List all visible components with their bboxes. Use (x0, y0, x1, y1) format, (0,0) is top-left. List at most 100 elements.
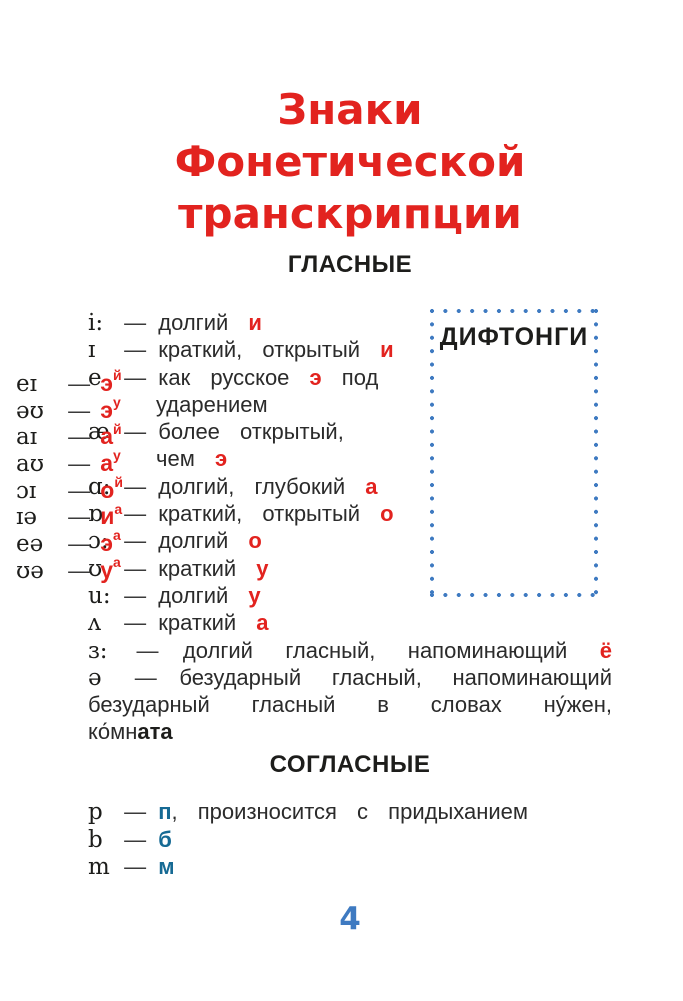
description: краткий, открытый о (158, 501, 394, 527)
description: долгий о (158, 528, 262, 554)
description: более открытый, (158, 419, 344, 445)
accent-letter: б (158, 826, 172, 852)
page-number: 4 (339, 901, 361, 937)
diphthongs-box: ДИФТОНГИ (428, 306, 600, 600)
accent-letter: и (248, 310, 262, 335)
dash: — (124, 419, 147, 445)
accent-letter: о (248, 528, 262, 554)
phonetic-symbol: æ (88, 419, 110, 446)
dash: — (68, 557, 91, 583)
phonetic-symbol: i: (88, 310, 104, 336)
russian-equivalent: ай (100, 420, 122, 450)
page-title-line-1: Знаки (277, 85, 423, 134)
dash: — (68, 531, 91, 557)
accent-letter: э (214, 446, 228, 472)
description: долгий и (158, 310, 262, 335)
dash: — (124, 337, 147, 363)
accent-letter: э (309, 364, 322, 390)
phonetic-symbol: ɜ: (88, 637, 108, 664)
diphthong-row: əʊ — эу (16, 394, 123, 424)
vowel-row: ʊ — краткий у (88, 555, 612, 582)
consonant-row: p — п, произносится с придыханием (88, 798, 612, 826)
russian-equivalent: ой (100, 474, 123, 503)
dash: — (134, 664, 157, 690)
vowel-row: ɒ — краткий, открытый о (88, 500, 612, 527)
description: п, произносится с придыханием (158, 799, 529, 824)
phonetic-symbol: ʊə (16, 557, 44, 584)
dash: — (68, 424, 91, 450)
phonetic-symbol: aʊ (16, 451, 44, 478)
diphthong-row: ɔɪ — ой (16, 474, 123, 504)
diphthong-row: eə — эа (16, 528, 123, 558)
consonant-row: m — м (88, 853, 612, 881)
description: долгий у (158, 582, 261, 608)
dash: — (124, 610, 147, 636)
consonant-row: b — б (88, 826, 612, 854)
phonetic-symbol: e (88, 364, 102, 391)
accent-letter: о (380, 501, 394, 527)
bold-ending: ата (137, 719, 173, 745)
phonetic-symbol: p (88, 799, 103, 825)
accent-letter: п (158, 799, 172, 824)
dash: — (124, 826, 147, 852)
diphthong-row: aɪ — ай (16, 420, 123, 451)
russian-equivalent: уа (100, 554, 121, 583)
accent-letter: м (158, 854, 175, 879)
description: чем э (156, 446, 228, 472)
dash: — (124, 854, 147, 879)
dash: — (124, 799, 147, 824)
dash: — (136, 637, 159, 663)
phonetic-symbol: eə (16, 531, 44, 558)
accent-letter: а (256, 610, 269, 636)
russian-equivalent: ау (100, 447, 121, 477)
phonetic-symbol: ʌ (88, 610, 101, 637)
vowel-row-wrap: безударный гласный в словах ну́жен, (88, 691, 612, 718)
diphthong-row: ʊə — уа (16, 554, 123, 584)
phonetic-symbol: ɒ (88, 501, 103, 528)
accent-letter: а (365, 473, 378, 499)
diphthongs-heading: ДИФТОНГИ (439, 323, 589, 351)
russian-equivalent: эу (100, 394, 121, 423)
description: краткий, открытый и (158, 337, 394, 363)
phonetic-symbol: m (88, 854, 110, 880)
vowel-row-wrap: ко́мната (88, 718, 612, 745)
russian-equivalent: иа (100, 500, 123, 530)
vowel-list: i: — долгий и ɪ — краткий, открытый и e … (88, 309, 612, 746)
dotted-border-left (429, 308, 435, 598)
dash: — (124, 473, 147, 499)
description: безударный гласный в словах ну́жен, (88, 692, 612, 718)
vowel-row: e — как русское э под (88, 364, 612, 391)
russian-equivalent: эй (100, 367, 122, 396)
phonetic-symbol: eɪ (16, 371, 37, 397)
vowels-heading: ГЛАСНЫЕ (287, 251, 413, 278)
dash: — (68, 477, 91, 503)
diphthong-row: aʊ — ау (16, 447, 123, 478)
diphthong-row: ɪə — иа (16, 500, 123, 531)
accent-letter: и (380, 337, 394, 363)
description: ко́мната (88, 719, 173, 745)
dash: — (124, 582, 147, 608)
phonetic-symbol: ɪ (88, 337, 96, 364)
accent-letter: у (248, 582, 261, 608)
phonetic-symbol: aɪ (16, 424, 38, 451)
description: ударением (156, 391, 268, 417)
dash: — (68, 397, 91, 423)
page-title-line-3: транскрипции (178, 189, 522, 238)
phonetic-symbol: ɔ: (88, 528, 109, 555)
vowel-row: ʌ — краткий а (88, 609, 612, 636)
vowel-row: ə — безударный гласный, напоминающий (88, 664, 612, 691)
phonetic-symbol: b (88, 826, 103, 853)
vowel-row: ɔ: — долгий о (88, 527, 612, 554)
description: краткий у (158, 555, 269, 581)
diphthong-list: eɪ — эй əʊ — эу aɪ — ай aʊ — ау ɔɪ — ой … (16, 367, 123, 584)
vowel-row: ɜ: — долгий гласный, напоминающий ё (88, 637, 612, 664)
description: б (158, 827, 172, 852)
description: долгий гласный, напоминающий ё (182, 637, 612, 663)
phonetic-symbol: ɑ: (88, 473, 111, 500)
dash: — (124, 364, 147, 390)
phonetic-symbol: ʊ (88, 555, 103, 582)
accent-letter: у (256, 555, 269, 581)
consonants-heading: СОГЛАСНЫЕ (269, 751, 431, 778)
dotted-border-right (593, 308, 599, 598)
